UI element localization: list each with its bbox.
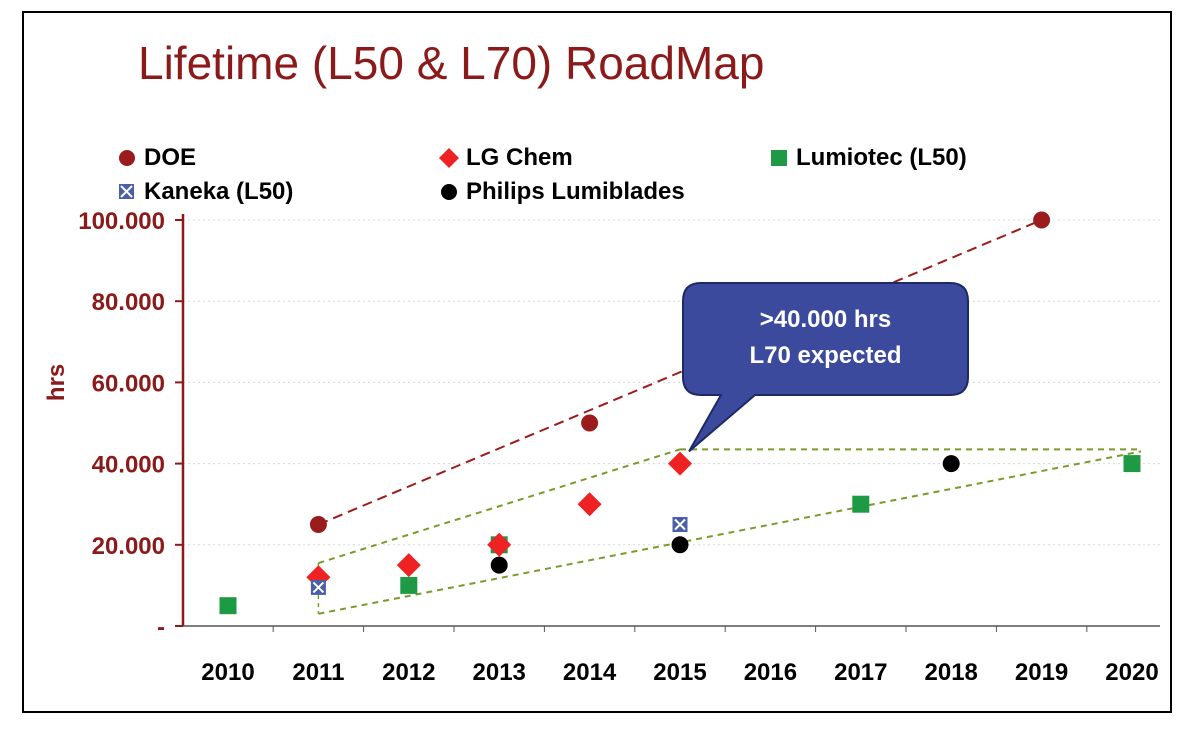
marker-philips-lumiblades-2015 [671, 536, 689, 554]
legend-item-lumiotec: Lumiotec (L50) [768, 143, 967, 173]
marker-lg-chem-2015 [668, 451, 692, 476]
x-tick-label: 2015 [653, 659, 706, 686]
legend-label-doe: DOE [144, 144, 197, 171]
marker-kaneka-l50-2015-cross [674, 518, 686, 531]
marker-doe-2019 [1033, 211, 1051, 229]
callout-bubble [682, 282, 969, 453]
x-tick-label: 2018 [925, 659, 978, 686]
x-tick-label: 2014 [563, 659, 617, 686]
marker-lumiotec-l50-2017 [852, 495, 870, 513]
marker-philips-lumiblades-2013 [490, 556, 508, 574]
y-axis-label: hrs [43, 364, 70, 401]
axis-layer: - 20.000 40.000 60.000 80.000 100.000 2010 2011… [43, 208, 1160, 686]
x-tick-label: 2016 [744, 659, 797, 686]
callout-text-line: >40.000 hrs [760, 306, 891, 333]
legend-label-philips: Philips Lumiblades [466, 178, 685, 205]
x-tick-label: 2012 [382, 659, 435, 686]
marker-doe-2014 [581, 414, 599, 432]
legend-label-lg-chem: LG Chem [466, 144, 573, 171]
x-tick-label: 2020 [1105, 659, 1158, 686]
chart-title: Lifetime (L50 & L70) RoadMap [138, 37, 765, 89]
grid-layer [183, 219, 1160, 546]
trend-line [318, 450, 1142, 615]
legend-item-philips: Philips Lumiblades [438, 177, 685, 207]
y-tick-label: 40.000 [92, 452, 165, 479]
legend-item-lg-chem: LG Chem [438, 143, 573, 173]
y-tick-label: 60.000 [92, 370, 165, 397]
legend-item-kaneka: Kaneka (L50) [116, 177, 293, 207]
legend-marker-lg-chem [439, 148, 459, 168]
y-tick-label: 80.000 [92, 289, 165, 316]
marker-kaneka-l50-2011 [310, 579, 326, 595]
marker-layer [219, 211, 1141, 615]
trend-line [318, 219, 1042, 526]
callout-text-line: L70 expected [749, 342, 901, 369]
marker-lg-chem-2013 [487, 532, 512, 557]
slide-frame [22, 11, 1172, 713]
marker-lumiotec-l50-2012 [400, 576, 418, 594]
legend-label-kaneka: Kaneka (L50) [144, 178, 294, 205]
marker-lumiotec-l50-2020 [1123, 455, 1141, 473]
marker-doe-2011 [309, 516, 327, 533]
x-tick-label: 2017 [834, 659, 887, 686]
x-tick-label: 2013 [473, 659, 526, 686]
legend-marker-philips [441, 184, 457, 200]
x-tick-label: 2011 [292, 659, 344, 686]
y-tick-label: 20.000 [92, 533, 165, 560]
marker-lumiotec-l50-2010 [219, 597, 237, 615]
legend-marker-lumiotec [771, 150, 787, 166]
trend-line [318, 448, 681, 565]
marker-lg-chem-2014 [577, 492, 602, 517]
marker-lg-chem-2012 [396, 553, 421, 578]
y-tick-label: 100.000 [78, 208, 165, 235]
callout-layer: >40.000 hrs L70 expected [682, 282, 969, 453]
marker-philips-lumiblades-2018 [942, 455, 960, 473]
legend-item-doe: DOE [116, 143, 196, 173]
marker-kaneka-l50-2011-cross [312, 581, 325, 594]
x-tick-label: 2019 [1015, 659, 1068, 686]
legend-marker-doe [119, 150, 135, 166]
marker-kaneka-l50-2015 [672, 517, 688, 532]
legend-label-lumiotec: Lumiotec (L50) [796, 144, 967, 171]
y-tick-label: - [157, 614, 165, 641]
legend-marker-kaneka [119, 184, 134, 199]
x-tick-label: 2010 [201, 659, 254, 686]
